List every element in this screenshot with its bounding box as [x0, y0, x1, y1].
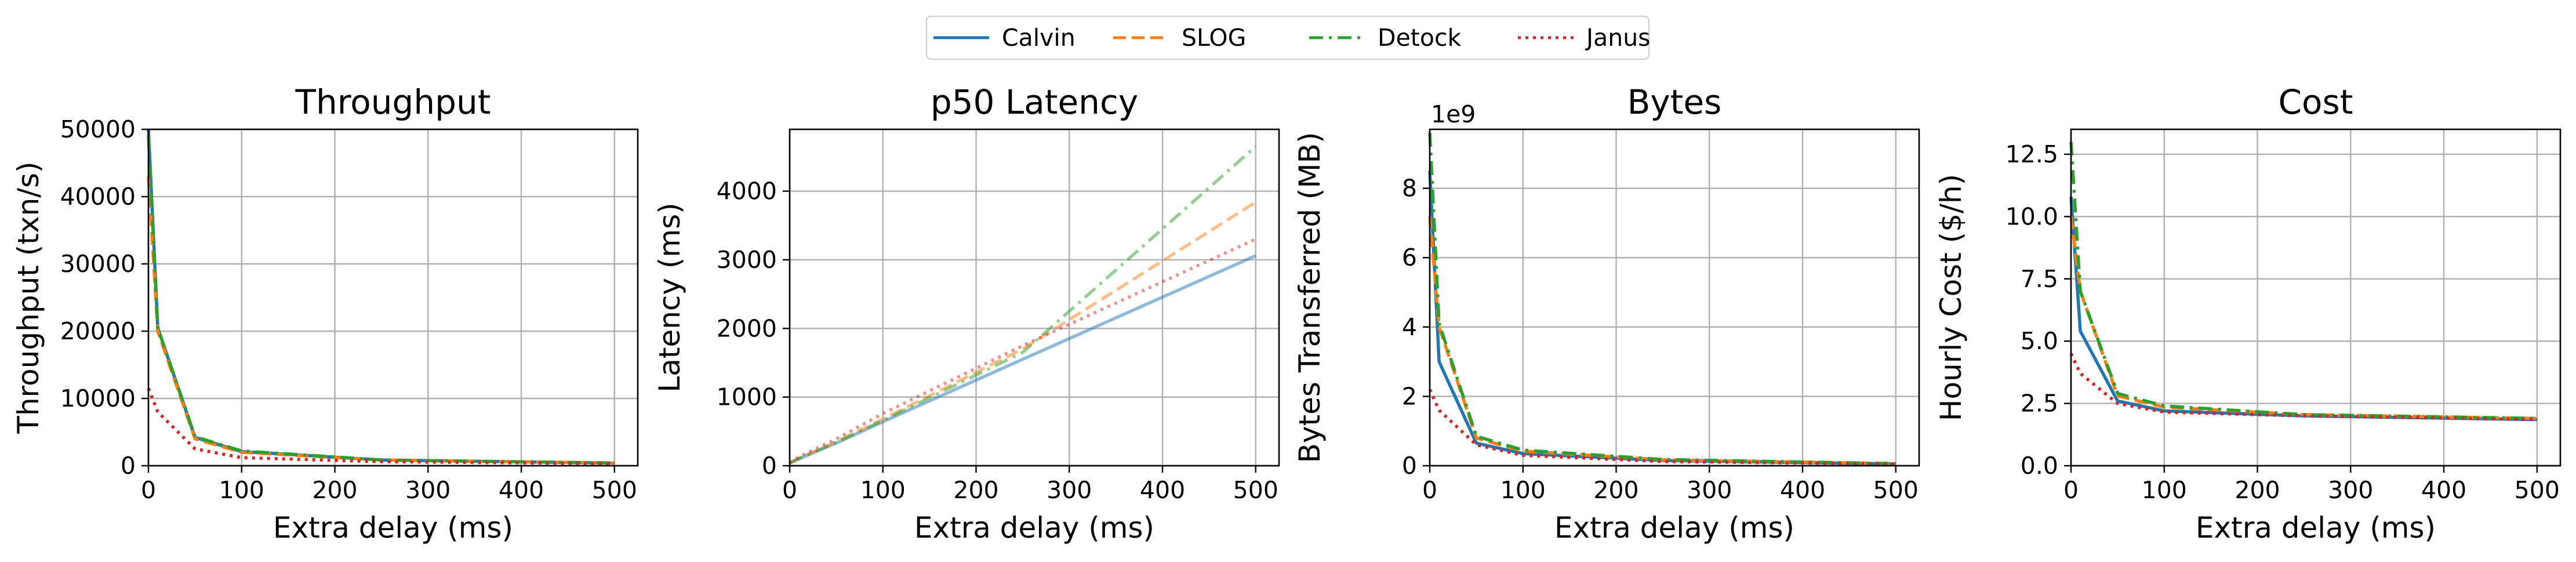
y-tick-label: 7.5: [2021, 265, 2058, 293]
legend-label-detock: Detock: [1378, 24, 1461, 52]
series-line-slog: [789, 201, 1257, 465]
series-line-slog: [1428, 216, 1896, 466]
x-tick-label: 400: [499, 476, 544, 504]
x-tick-label: 100: [860, 476, 906, 504]
series-line-calvin: [2069, 196, 2537, 422]
y-tick-label: 20000: [60, 317, 136, 345]
y-tick-label: 50000: [60, 115, 136, 143]
y-axis-label: Latency (ms): [653, 202, 686, 392]
x-tick-label: 300: [2328, 476, 2373, 504]
plot-frame: [1429, 128, 1920, 467]
legend-label-calvin: Calvin: [1002, 24, 1076, 52]
x-tick-label: 100: [219, 476, 264, 504]
x-tick-label: 500: [1873, 476, 1919, 504]
series-line-janus: [789, 237, 1256, 465]
y-tick-label: 3000: [717, 246, 777, 274]
chart-panel-2: 0 100 200 300 400 500 0 1000 2000 3000 4000 p50 Lat…: [653, 82, 1280, 545]
series-line-detock: [2069, 142, 2537, 420]
y-tick-label: 0.0: [2021, 452, 2058, 480]
x-tick-label: 100: [2142, 476, 2187, 504]
y-tick-label: 8: [1402, 175, 1417, 202]
panel-title: Cost: [2279, 82, 2353, 122]
y-tick-label: 40000: [60, 183, 136, 211]
series-line-calvin: [1428, 171, 1896, 466]
y-offset-label: 1e9: [1431, 100, 1476, 128]
plot-frame: [2070, 128, 2562, 467]
y-axis-label: Throughput (txn/s): [12, 161, 45, 434]
legend-box: [926, 16, 1649, 60]
y-tick-label: 10000: [60, 385, 136, 412]
x-tick-label: 200: [953, 476, 998, 504]
y-tick-label: 4: [1402, 313, 1417, 341]
legend-label-janus: Janus: [1585, 24, 1651, 52]
chart-panel-3: 0 100 200 300 400 500 0 2 4 6 8 1e9 Bytes Extra delay…: [1293, 82, 1920, 545]
series-line-slog: [147, 176, 615, 465]
y-tick-label: 2000: [717, 314, 777, 342]
panel-title: Bytes: [1627, 82, 1722, 122]
x-tick-label: 400: [1140, 476, 1185, 504]
x-tick-label: 500: [1233, 476, 1278, 504]
y-axis-label: Bytes Transferred (MB): [1293, 132, 1327, 463]
x-tick-label: 300: [1047, 476, 1092, 504]
plot-frame: [147, 128, 639, 467]
legend: Calvin SLOG Detock Janus: [926, 16, 1651, 60]
series-line-janus: [1428, 389, 1896, 466]
x-tick-label: 400: [2421, 476, 2466, 504]
panel-title: p50 Latency: [931, 82, 1138, 122]
x-tick-label: 400: [1780, 476, 1825, 504]
x-tick-label: 500: [592, 476, 637, 504]
x-axis-label: Extra delay (ms): [914, 511, 1154, 545]
x-tick-label: 100: [1500, 476, 1546, 504]
x-tick-label: 300: [1687, 476, 1732, 504]
series-line-janus: [2069, 353, 2537, 422]
legend-label-slog: SLOG: [1182, 24, 1246, 52]
chart-panel-1: 0 100 200 300 400 500 0 10000 20000 30000 40000 500…: [12, 82, 639, 545]
y-tick-label: 30000: [60, 250, 136, 278]
plot-frame: [789, 128, 1280, 467]
panel-title: Throughput: [295, 82, 491, 122]
x-axis-label: Extra delay (ms): [273, 511, 513, 545]
x-axis-label: Extra delay (ms): [2196, 511, 2436, 545]
x-tick-label: 0: [141, 476, 156, 504]
y-tick-label: 4000: [717, 177, 777, 205]
chart-panel-4: 0 100 200 300 400 500 0.0 2.5 5.0 7.5 10.0 12.5 Cost…: [1934, 82, 2562, 545]
y-tick-label: 0: [121, 452, 136, 480]
x-tick-label: 0: [1422, 476, 1437, 504]
chart-panels: 0 100 200 300 400 500010000200003000040000500…: [12, 82, 2562, 545]
y-tick-label: 2.5: [2021, 390, 2058, 418]
series-line-detock: [147, 136, 615, 465]
x-tick-label: 300: [405, 476, 450, 504]
x-tick-label: 200: [2235, 476, 2280, 504]
x-tick-label: 0: [782, 476, 797, 504]
y-tick-label: 2: [1402, 382, 1417, 410]
x-tick-label: 200: [1593, 476, 1638, 504]
y-tick-label: 12.5: [2005, 140, 2058, 168]
series-line-janus: [147, 387, 615, 466]
series-line-calvin: [147, 129, 615, 465]
x-axis-label: Extra delay (ms): [1554, 511, 1794, 545]
y-tick-label: 1000: [717, 383, 777, 411]
y-tick-label: 0: [762, 452, 777, 480]
y-tick-label: 5.0: [2021, 327, 2058, 355]
x-tick-label: 200: [312, 476, 357, 504]
y-tick-label: 6: [1402, 244, 1417, 271]
series-line-slog: [2069, 216, 2537, 420]
y-tick-label: 10.0: [2005, 202, 2058, 230]
series-line-detock: [789, 145, 1257, 465]
x-tick-label: 500: [2515, 476, 2560, 504]
x-tick-label: 0: [2063, 476, 2079, 504]
series-line-detock: [1428, 132, 1896, 466]
y-tick-label: 0: [1402, 452, 1417, 480]
y-axis-label: Hourly Cost ($/h): [1934, 174, 1968, 421]
